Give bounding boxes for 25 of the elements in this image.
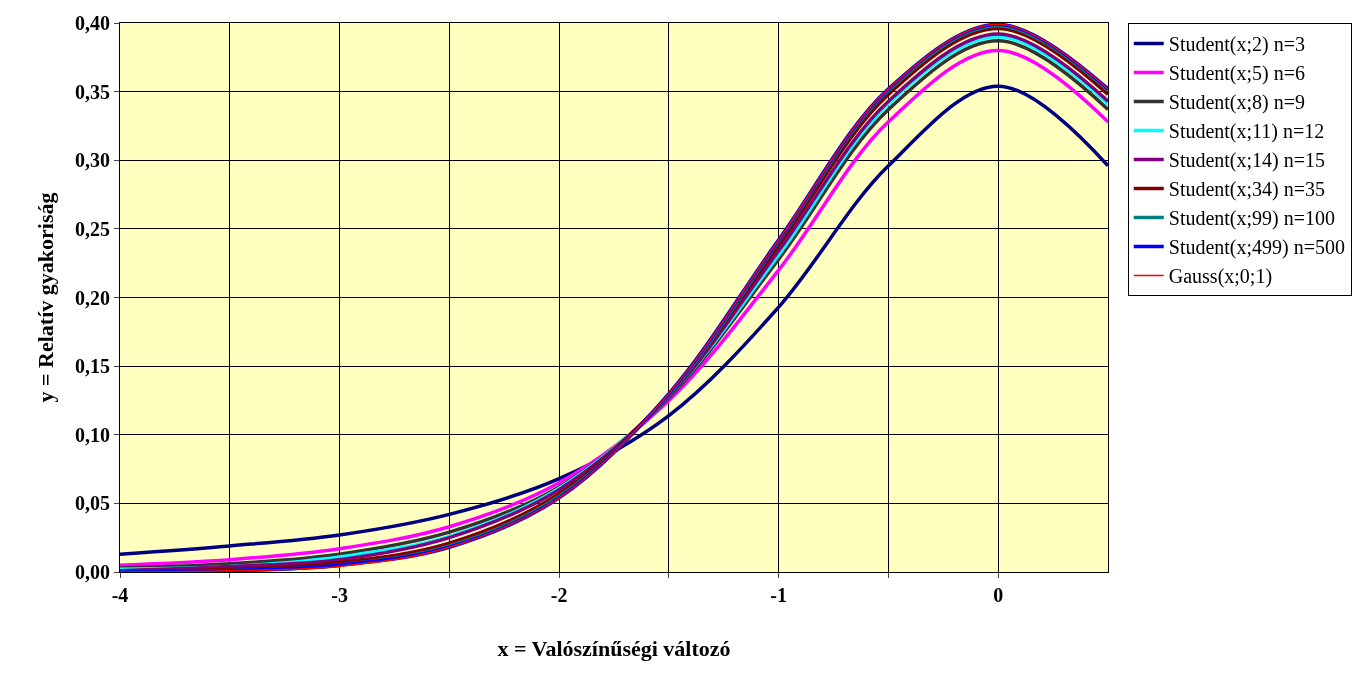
y-tick-label: 0,30 [75,149,110,172]
legend-label: Student(x;99) n=100 [1168,207,1336,231]
x-tick-label: 0 [993,584,1004,606]
legend-label: Student(x;2) n=3 [1168,33,1306,57]
y-tick-label: 0,25 [75,217,110,240]
legend-label: Student(x;34) n=35 [1168,178,1326,202]
legend-label: Student(x;5) n=6 [1168,62,1306,86]
legend-label: Gauss(x;0;1) [1168,265,1273,289]
legend-label: Student(x;499) n=500 [1168,236,1346,260]
x-axis-title: x = Valószínűségi változó [497,635,731,661]
legend-label: Student(x;8) n=9 [1168,91,1306,115]
y-tick-label: 0,35 [75,80,110,103]
y-tick-label: 0,15 [75,355,110,378]
y-tick-label: 0,40 [75,12,110,34]
legend-label: Student(x;11) n=12 [1168,120,1325,144]
y-tick-label: 0,10 [75,423,110,446]
x-tick-label: -2 [550,584,568,606]
y-tick-label: 0,05 [75,492,110,515]
y-axis-title: y = Relatív gyakoriság [32,192,58,403]
x-tick-label: -4 [111,584,129,606]
x-tick-label: -1 [770,584,788,606]
x-tick-label: -3 [331,584,348,606]
legend-label: Student(x;14) n=15 [1168,149,1326,173]
y-tick-label: 0,20 [75,286,110,309]
y-tick-label: 0,00 [75,561,110,583]
